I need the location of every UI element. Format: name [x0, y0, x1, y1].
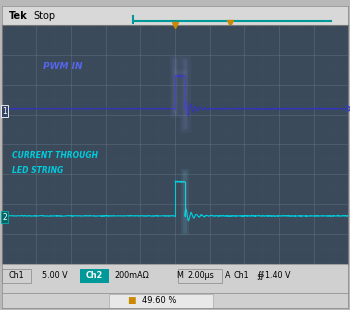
Text: 1: 1 [2, 107, 7, 116]
Text: 2.00μs: 2.00μs [187, 271, 214, 280]
Text: 1.40 V: 1.40 V [265, 271, 290, 280]
Text: LED STRING: LED STRING [12, 166, 63, 175]
Text: Tek: Tek [9, 11, 27, 21]
Text: ■: ■ [127, 296, 136, 305]
Text: 49.60 %: 49.60 % [142, 296, 176, 305]
Text: Ch2: Ch2 [86, 271, 103, 280]
FancyBboxPatch shape [2, 269, 31, 283]
Text: Ch1: Ch1 [234, 271, 250, 280]
Text: Ch1: Ch1 [9, 271, 24, 280]
FancyBboxPatch shape [178, 269, 222, 283]
Text: CURRENT THROUGH: CURRENT THROUGH [12, 151, 98, 160]
Text: Stop: Stop [33, 11, 55, 21]
FancyBboxPatch shape [109, 294, 213, 308]
Text: ∯: ∯ [257, 271, 264, 280]
Text: 5.00 V: 5.00 V [42, 271, 67, 280]
Text: M: M [177, 271, 184, 280]
Text: 200mAΩ: 200mAΩ [114, 271, 149, 280]
Text: A: A [225, 271, 231, 280]
Text: 2: 2 [2, 213, 7, 222]
Text: PWM IN: PWM IN [43, 62, 83, 71]
FancyBboxPatch shape [80, 269, 109, 283]
